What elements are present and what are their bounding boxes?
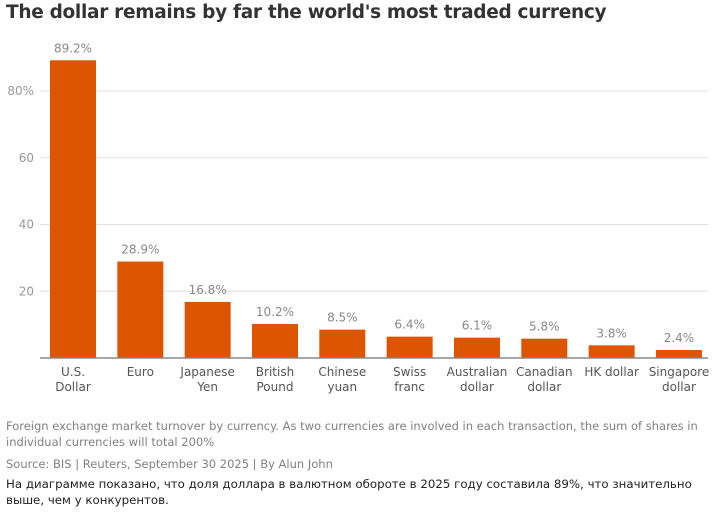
source-line: Source: BIS | Reuters, September 30 2025…	[6, 457, 333, 471]
x-tick-label: dollar	[662, 380, 696, 394]
y-tick-label: 20	[19, 284, 34, 298]
x-tick-label: Pound	[256, 380, 293, 394]
x-tick-label: Yen	[196, 380, 218, 394]
footnote: Foreign exchange market turnover by curr…	[6, 419, 698, 449]
chart-title: The dollar remains by far the world's mo…	[6, 2, 607, 23]
data-label: 6.4%	[394, 318, 425, 332]
bar	[655, 349, 702, 358]
x-tick-label: franc	[394, 380, 425, 394]
bar	[386, 336, 433, 358]
data-label: 3.8%	[596, 326, 627, 340]
bar	[453, 337, 500, 358]
data-label: 10.2%	[256, 305, 294, 319]
bar	[50, 60, 96, 359]
x-tick-label: Chinese	[318, 365, 366, 379]
data-label: 5.8%	[529, 320, 560, 334]
y-tick-label: 80%	[7, 84, 34, 98]
x-tick-label: Canadian	[516, 365, 573, 379]
y-tick-label: 40	[19, 218, 34, 232]
x-tick-label: British	[256, 365, 294, 379]
bar	[184, 301, 231, 358]
y-tick-label: 60	[19, 151, 34, 165]
bar	[588, 345, 635, 358]
data-label: 16.8%	[189, 283, 227, 297]
x-tick-label: Singapore	[649, 365, 710, 379]
x-tick-label: Swiss	[393, 365, 426, 379]
bar	[319, 329, 366, 358]
x-tick-label: dollar	[460, 380, 494, 394]
bar-chart: 20 40 60 80% 89.2% U.S.Dollar 28.9% Euro 16.8% Ja…	[7, 41, 710, 394]
x-tick-label: Euro	[127, 365, 154, 379]
x-tick-label: U.S.	[61, 365, 85, 379]
bar	[117, 261, 164, 358]
description: На диаграмме показано, что доля доллара …	[6, 477, 692, 507]
bar	[251, 323, 298, 358]
data-label: 89.2%	[54, 41, 92, 55]
data-label: 2.4%	[664, 331, 695, 345]
data-label: 6.1%	[462, 319, 493, 333]
x-tick-label: dollar	[527, 380, 561, 394]
data-label: 8.5%	[327, 311, 358, 325]
x-tick-label: HK dollar	[584, 365, 639, 379]
x-tick-label: yuan	[327, 380, 357, 394]
x-tick-label: Japanese	[179, 365, 235, 379]
data-label: 28.9%	[121, 243, 159, 257]
x-tick-label: Dollar	[55, 380, 91, 394]
bar	[521, 338, 568, 358]
x-tick-label: Australian	[447, 365, 508, 379]
